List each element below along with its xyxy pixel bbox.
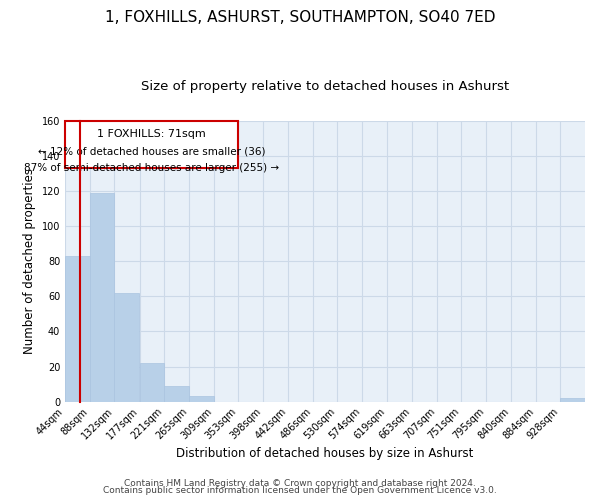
Bar: [140, 363, 164, 402]
Bar: [65, 256, 90, 402]
FancyBboxPatch shape: [65, 120, 238, 168]
Text: 1 FOXHILLS: 71sqm: 1 FOXHILLS: 71sqm: [97, 130, 206, 140]
Bar: [189, 396, 214, 402]
Text: 87% of semi-detached houses are larger (255) →: 87% of semi-detached houses are larger (…: [24, 162, 279, 172]
Y-axis label: Number of detached properties: Number of detached properties: [23, 168, 36, 354]
Bar: [164, 386, 189, 402]
Bar: [90, 192, 115, 402]
Text: 1, FOXHILLS, ASHURST, SOUTHAMPTON, SO40 7ED: 1, FOXHILLS, ASHURST, SOUTHAMPTON, SO40 …: [105, 10, 495, 25]
Text: Contains HM Land Registry data © Crown copyright and database right 2024.: Contains HM Land Registry data © Crown c…: [124, 478, 476, 488]
X-axis label: Distribution of detached houses by size in Ashurst: Distribution of detached houses by size …: [176, 447, 474, 460]
Text: ← 12% of detached houses are smaller (36): ← 12% of detached houses are smaller (36…: [38, 147, 265, 157]
Bar: [115, 292, 139, 402]
Text: Contains public sector information licensed under the Open Government Licence v3: Contains public sector information licen…: [103, 486, 497, 495]
Title: Size of property relative to detached houses in Ashurst: Size of property relative to detached ho…: [141, 80, 509, 93]
Bar: [560, 398, 585, 402]
